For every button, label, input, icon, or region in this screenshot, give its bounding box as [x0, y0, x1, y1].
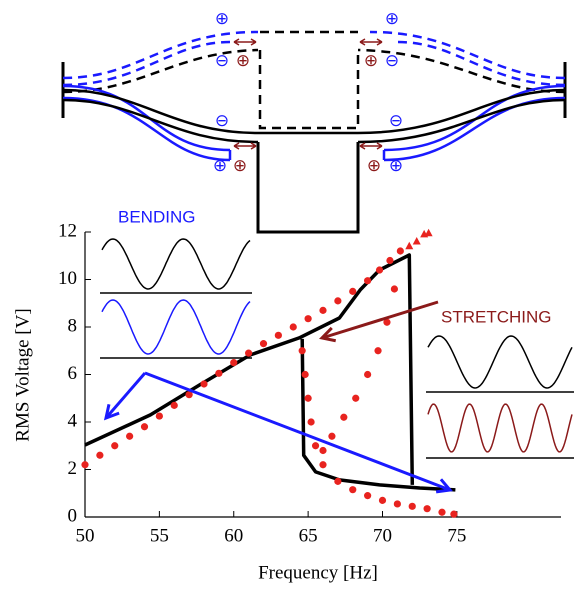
- minus-sign: ⊖: [385, 51, 399, 71]
- plus-sign: ⊕: [215, 9, 229, 29]
- dot-point: [364, 492, 372, 500]
- dot-point: [319, 306, 327, 314]
- inset-bg: [98, 232, 253, 360]
- arrow: [144, 371, 451, 492]
- y-tick-label: 2: [68, 458, 78, 479]
- dot-point: [200, 380, 208, 388]
- dot-point: [340, 413, 348, 421]
- annotation: STRETCHING: [441, 307, 552, 326]
- dot-point: [304, 315, 312, 323]
- x-axis-label: Frequency [Hz]: [258, 562, 378, 583]
- dot-point: [334, 477, 342, 485]
- dot-point: [408, 502, 416, 510]
- dot-point: [311, 442, 320, 450]
- dot-point: [396, 247, 404, 255]
- x-tick-label: 55: [150, 525, 169, 546]
- dot-point: [298, 347, 306, 355]
- dot-point: [155, 412, 163, 420]
- dot-point: [215, 369, 223, 377]
- dot-point: [185, 391, 193, 399]
- dot-point: [259, 340, 268, 348]
- dot-point: [245, 349, 253, 357]
- plus-sign: ⊕: [236, 51, 250, 71]
- dot-point: [334, 297, 342, 305]
- dot-point: [352, 394, 360, 402]
- arrow: [104, 372, 147, 419]
- x-tick-label: 75: [447, 525, 466, 546]
- plus-sign: ⊕: [213, 156, 227, 176]
- dot-point: [349, 287, 357, 295]
- triangle-point: [405, 241, 414, 250]
- beam-diagram: ⊕ ⊕ ⊖ ⊖ ⊕ ⊕ ⊖ ⊖ ⊕ ⊕ ⊕ ⊕: [61, 9, 567, 234]
- dot-point: [364, 370, 372, 379]
- y-tick-label: 8: [68, 315, 78, 336]
- inset-wave: [427, 335, 573, 389]
- dot-point: [304, 394, 312, 402]
- x-tick-label: 50: [76, 525, 95, 546]
- dot-point: [423, 505, 431, 513]
- dot-point: [450, 510, 458, 518]
- x-tick-label: 65: [299, 525, 318, 546]
- x-tick-label: 70: [373, 525, 392, 546]
- dot-point: [140, 423, 149, 431]
- minus-sign: ⊖: [215, 51, 229, 71]
- annotation: BENDING: [118, 207, 195, 226]
- dot-point: [438, 508, 446, 516]
- x-tick-label: 60: [224, 525, 243, 546]
- dot-point: [374, 347, 382, 355]
- dot-point: [111, 442, 119, 450]
- dot-point: [301, 370, 309, 379]
- dot-point: [375, 266, 384, 274]
- dot-point: [289, 323, 297, 331]
- triangle-point: [424, 228, 433, 237]
- inset-wave: [101, 299, 251, 355]
- dot-point: [81, 461, 89, 469]
- dot-point: [349, 486, 357, 494]
- arrow-head: [319, 326, 337, 343]
- plus-sign: ⊕: [385, 9, 399, 29]
- plus-sign: ⊕: [233, 156, 247, 176]
- dot-point: [230, 359, 238, 367]
- dot-point: [126, 432, 134, 440]
- minus-sign: ⊖: [215, 111, 229, 131]
- arrow: [321, 300, 439, 340]
- dot-point: [307, 418, 315, 426]
- inset-bg: [425, 330, 574, 460]
- dot-point: [383, 318, 391, 326]
- arrow-head: [103, 404, 120, 421]
- dot-point: [328, 432, 336, 440]
- inset-wave: [101, 238, 251, 290]
- dot-point: [274, 331, 282, 339]
- y-tick-label: 12: [58, 220, 77, 241]
- plus-sign: ⊕: [389, 156, 403, 176]
- dot-point: [319, 446, 327, 455]
- dot-point: [378, 496, 387, 504]
- y-tick-label: 10: [58, 268, 77, 289]
- y-tick-label: 0: [68, 505, 78, 526]
- dot-point: [96, 451, 104, 459]
- triangle-point: [412, 237, 421, 245]
- dot-point: [364, 277, 372, 285]
- dot-point: [170, 401, 178, 409]
- inset-wave: [427, 403, 573, 453]
- arrow-head: [435, 478, 453, 494]
- y-tick-label: 6: [68, 363, 78, 384]
- dot-point: [393, 500, 401, 508]
- y-axis-label: RMS Voltage [V]: [12, 308, 33, 441]
- y-tick-label: 4: [68, 410, 78, 431]
- plus-sign: ⊕: [364, 51, 378, 71]
- plus-sign: ⊕: [367, 156, 381, 176]
- dot-point: [319, 461, 327, 469]
- minus-sign: ⊖: [389, 111, 403, 131]
- dot-point: [390, 285, 398, 293]
- dot-point: [386, 256, 394, 265]
